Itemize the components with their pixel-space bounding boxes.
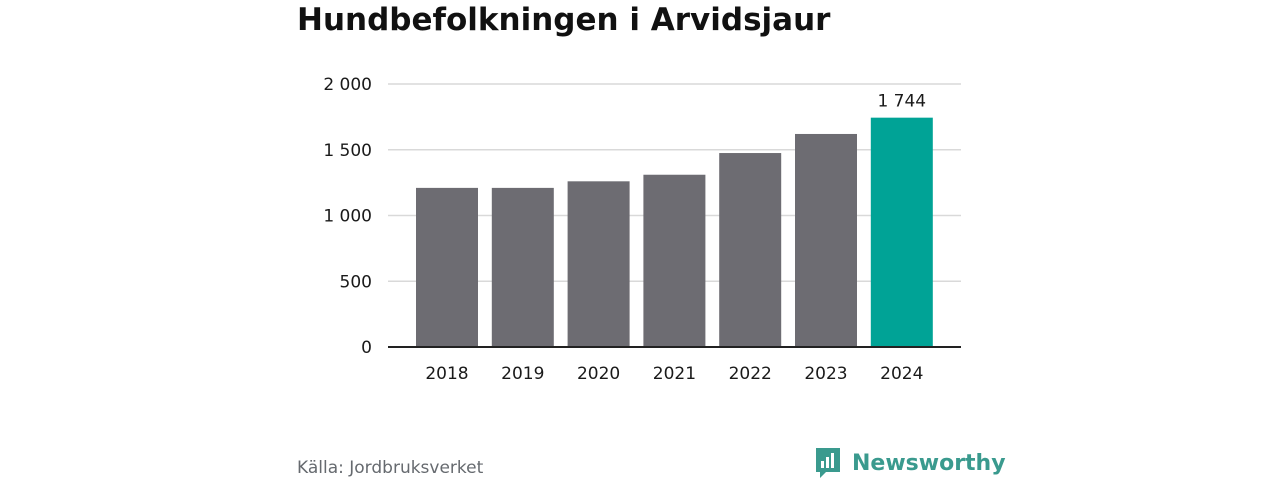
bar [719, 153, 782, 347]
bar [795, 133, 857, 347]
data-labels: 1 744 [877, 92, 926, 112]
y-tick-label: 1 000 [323, 207, 372, 227]
bars [416, 117, 933, 347]
x-tick-label: 2022 [729, 364, 772, 384]
bar-chart: 0 500 1 000 1 500 2 000 2018 2019 2020 2021 2022… [323, 75, 961, 384]
bar [491, 187, 554, 347]
brand-name: Newsworthy [852, 450, 1006, 476]
y-tick-label: 500 [340, 272, 372, 292]
y-tick-labels: 0 500 1 000 1 500 2 000 [323, 75, 372, 358]
brand-logo: Newsworthy [814, 446, 1006, 480]
y-tick-label: 2 000 [323, 75, 372, 95]
x-tick-label: 2020 [577, 364, 620, 384]
x-tick-label: 2018 [425, 364, 468, 384]
chart-title: Hundbefolkningen i Arvidsjaur [297, 2, 831, 38]
x-tick-label: 2024 [880, 364, 923, 384]
data-label: 1 744 [877, 92, 926, 112]
y-tick-label: 0 [361, 338, 372, 358]
bar [643, 174, 706, 347]
x-tick-labels: 2018 2019 2020 2021 2022 2023 2024 [425, 364, 923, 384]
newsworthy-logo-icon [816, 448, 840, 478]
source-note: Källa: Jordbruksverket [297, 458, 484, 478]
bar [416, 187, 478, 347]
x-tick-label: 2019 [501, 364, 544, 384]
y-tick-label: 1 500 [323, 141, 372, 161]
bar [870, 117, 933, 347]
x-tick-label: 2021 [653, 364, 696, 384]
bar [567, 181, 630, 347]
x-tick-label: 2023 [804, 364, 847, 384]
